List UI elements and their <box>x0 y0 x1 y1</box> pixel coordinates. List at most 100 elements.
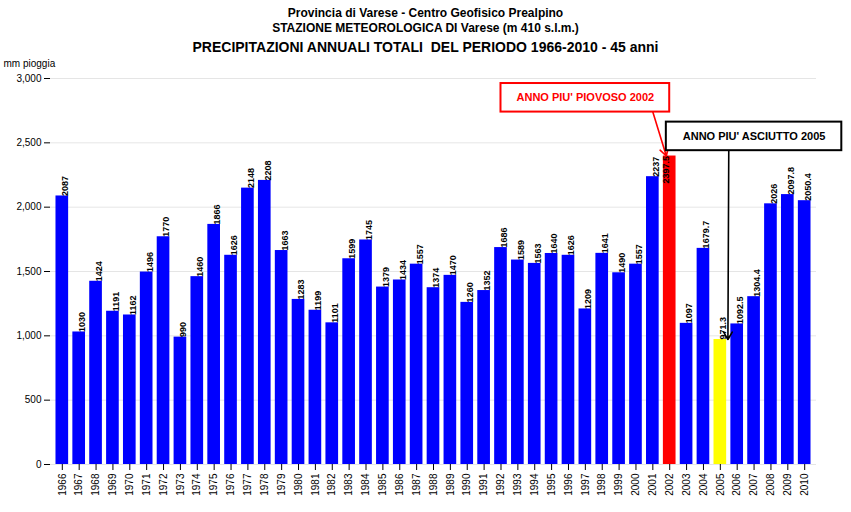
svg-text:1379: 1379 <box>381 267 391 287</box>
svg-text:1496: 1496 <box>145 252 155 272</box>
svg-text:2,000: 2,000 <box>16 201 41 212</box>
svg-text:1971: 1971 <box>141 473 152 496</box>
svg-text:2397.5: 2397.5 <box>661 156 671 184</box>
svg-text:2148: 2148 <box>246 168 256 188</box>
svg-text:1283: 1283 <box>296 279 306 299</box>
svg-text:990: 990 <box>178 322 188 337</box>
svg-text:1030: 1030 <box>77 312 87 332</box>
svg-text:1424: 1424 <box>94 261 104 281</box>
svg-text:1,000: 1,000 <box>16 330 41 341</box>
svg-text:1999: 1999 <box>613 473 624 496</box>
svg-text:1995: 1995 <box>546 473 557 496</box>
svg-text:1992: 1992 <box>495 473 506 496</box>
svg-text:1982: 1982 <box>326 473 337 496</box>
svg-text:1101: 1101 <box>330 303 340 323</box>
svg-text:1490: 1490 <box>617 253 627 273</box>
svg-text:2001: 2001 <box>647 473 658 496</box>
svg-text:0: 0 <box>36 459 42 470</box>
svg-text:1980: 1980 <box>293 473 304 496</box>
svg-text:1686: 1686 <box>499 228 509 248</box>
svg-text:ANNO PIU' PIOVOSO 2002: ANNO PIU' PIOVOSO 2002 <box>516 91 654 103</box>
svg-text:1640: 1640 <box>549 233 559 253</box>
svg-text:2026: 2026 <box>769 184 779 204</box>
svg-text:2237: 2237 <box>651 157 661 177</box>
svg-text:1997: 1997 <box>580 473 591 496</box>
svg-text:1989: 1989 <box>445 473 456 496</box>
svg-text:1304.4: 1304.4 <box>752 269 762 297</box>
svg-text:1991: 1991 <box>478 473 489 496</box>
svg-text:1460: 1460 <box>195 257 205 277</box>
svg-text:1470: 1470 <box>448 255 458 275</box>
svg-text:1978: 1978 <box>259 473 270 496</box>
svg-text:1993: 1993 <box>512 473 523 496</box>
svg-text:1162: 1162 <box>128 295 138 315</box>
svg-text:2097.8: 2097.8 <box>786 167 796 195</box>
svg-text:1998: 1998 <box>596 473 607 496</box>
svg-text:1679.7: 1679.7 <box>701 221 711 249</box>
svg-text:1975: 1975 <box>208 473 219 496</box>
svg-text:2087: 2087 <box>60 176 70 196</box>
svg-text:1977: 1977 <box>242 473 253 496</box>
svg-text:2010: 2010 <box>799 473 810 496</box>
svg-text:1374: 1374 <box>431 268 441 288</box>
svg-text:2006: 2006 <box>731 473 742 496</box>
svg-text:2002: 2002 <box>664 473 675 496</box>
svg-text:1097: 1097 <box>684 303 694 323</box>
svg-text:1972: 1972 <box>158 473 169 496</box>
svg-text:1557: 1557 <box>415 244 425 264</box>
svg-text:2003: 2003 <box>681 473 692 496</box>
svg-text:1967: 1967 <box>73 473 84 496</box>
svg-text:2009: 2009 <box>782 473 793 496</box>
svg-text:1352: 1352 <box>482 271 492 291</box>
svg-text:1987: 1987 <box>411 473 422 496</box>
svg-text:1260: 1260 <box>465 282 475 302</box>
svg-text:1434: 1434 <box>398 260 408 280</box>
svg-text:1557: 1557 <box>634 244 644 264</box>
svg-text:1626: 1626 <box>229 235 239 255</box>
svg-text:2050.4: 2050.4 <box>803 173 813 201</box>
svg-text:1979: 1979 <box>276 473 287 496</box>
svg-text:1589: 1589 <box>516 240 526 260</box>
svg-text:1990: 1990 <box>461 473 472 496</box>
svg-text:2004: 2004 <box>698 473 709 496</box>
svg-text:1981: 1981 <box>310 473 321 496</box>
svg-text:1984: 1984 <box>360 473 371 496</box>
svg-text:1976: 1976 <box>225 473 236 496</box>
html-text:PRECIPITAZIONI ANNUALI TOTALI: PRECIPITAZIONI ANNUALI TOTALI DEL PERIOD… <box>192 39 659 55</box>
svg-text:1663: 1663 <box>280 230 290 250</box>
svg-text:1973: 1973 <box>175 473 186 496</box>
svg-text:1966: 1966 <box>57 473 68 496</box>
svg-text:1983: 1983 <box>343 473 354 496</box>
svg-text:1626: 1626 <box>566 235 576 255</box>
svg-text:1092.5: 1092.5 <box>735 296 745 324</box>
svg-text:1968: 1968 <box>90 473 101 496</box>
svg-text:1969: 1969 <box>107 473 118 496</box>
svg-text:3,000: 3,000 <box>16 73 41 84</box>
svg-text:1191: 1191 <box>111 292 121 312</box>
svg-text:1563: 1563 <box>533 243 543 263</box>
svg-text:1994: 1994 <box>529 473 540 496</box>
svg-text:2,500: 2,500 <box>16 137 41 148</box>
svg-text:1970: 1970 <box>124 473 135 496</box>
svg-text:2000: 2000 <box>630 473 641 496</box>
svg-text:2208: 2208 <box>263 160 273 180</box>
svg-text:1641: 1641 <box>600 233 610 253</box>
svg-text:mm pioggia: mm pioggia <box>4 58 56 69</box>
svg-text:2007: 2007 <box>748 473 759 496</box>
svg-text:1745: 1745 <box>364 220 374 240</box>
svg-text:2008: 2008 <box>765 473 776 496</box>
svg-text:ANNO PIU' ASCIUTTO 2005: ANNO PIU' ASCIUTTO 2005 <box>683 130 826 142</box>
svg-text:2005: 2005 <box>715 473 726 496</box>
svg-text:1599: 1599 <box>347 239 357 259</box>
svg-text:1988: 1988 <box>428 473 439 496</box>
svg-text:1770: 1770 <box>161 217 171 237</box>
svg-text:1866: 1866 <box>212 204 222 224</box>
svg-text:1209: 1209 <box>583 289 593 309</box>
svg-text:500: 500 <box>25 394 42 405</box>
svg-text:1,500: 1,500 <box>16 266 41 277</box>
svg-text:1199: 1199 <box>313 291 323 311</box>
svg-text:1986: 1986 <box>394 473 405 496</box>
svg-text:1985: 1985 <box>377 473 388 496</box>
svg-text:1996: 1996 <box>563 473 574 496</box>
svg-text:1974: 1974 <box>191 473 202 496</box>
